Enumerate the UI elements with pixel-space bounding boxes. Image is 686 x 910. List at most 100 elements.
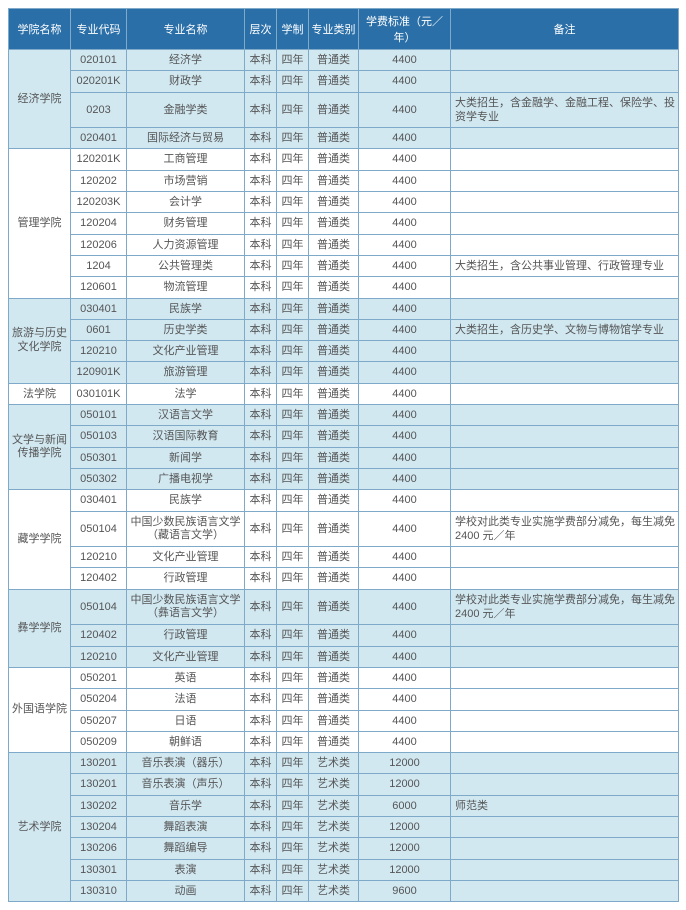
cell-remark [451,689,679,710]
cell-fee: 4400 [359,128,451,149]
cell-fee: 4400 [359,589,451,625]
cell-name: 旅游管理 [127,362,245,383]
cell-code: 120202 [71,170,127,191]
cell-level: 本科 [245,319,277,340]
table-row: 120206人力资源管理本科四年普通类4400 [9,234,679,255]
table-row: 130201音乐表演（声乐）本科四年艺术类12000 [9,774,679,795]
table-row: 120601物流管理本科四年普通类4400 [9,277,679,298]
cell-level: 本科 [245,234,277,255]
table-row: 120203K会计学本科四年普通类4400 [9,192,679,213]
cell-cat: 普通类 [309,625,359,646]
table-row: 120402行政管理本科四年普通类4400 [9,568,679,589]
col-cat: 专业类别 [309,9,359,50]
cell-cat: 普通类 [309,170,359,191]
cell-code: 120210 [71,341,127,362]
cell-remark: 师范类 [451,795,679,816]
cell-code: 030401 [71,298,127,319]
cell-remark [451,838,679,859]
cell-remark [451,547,679,568]
cell-code: 020401 [71,128,127,149]
cell-remark [451,149,679,170]
cell-code: 130201 [71,774,127,795]
cell-name: 法语 [127,689,245,710]
cell-level: 本科 [245,710,277,731]
cell-name: 舞蹈编导 [127,838,245,859]
cell-fee: 4400 [359,50,451,71]
cell-remark: 大类招生，含金融学、金融工程、保险学、投资学专业 [451,92,679,128]
cell-level: 本科 [245,341,277,362]
cell-dur: 四年 [277,838,309,859]
cell-dur: 四年 [277,589,309,625]
cell-remark: 大类招生，含公共事业管理、行政管理专业 [451,255,679,276]
cell-level: 本科 [245,92,277,128]
cell-fee: 4400 [359,710,451,731]
cell-remark [451,859,679,880]
cell-dur: 四年 [277,689,309,710]
cell-code: 050207 [71,710,127,731]
cell-level: 本科 [245,298,277,319]
cell-fee: 4400 [359,92,451,128]
cell-fee: 4400 [359,568,451,589]
cell-level: 本科 [245,149,277,170]
cell-fee: 12000 [359,816,451,837]
cell-dur: 四年 [277,490,309,511]
cell-cat: 普通类 [309,511,359,547]
cell-level: 本科 [245,568,277,589]
cell-code: 050201 [71,667,127,688]
cell-name: 英语 [127,667,245,688]
cell-remark [451,447,679,468]
cell-fee: 4400 [359,170,451,191]
cell-fee: 12000 [359,774,451,795]
cell-remark [451,192,679,213]
cell-dur: 四年 [277,816,309,837]
cell-fee: 4400 [359,213,451,234]
cell-dur: 四年 [277,568,309,589]
cell-code: 120203K [71,192,127,213]
table-body: 经济学院020101经济学本科四年普通类4400020201K财政学本科四年普通… [9,50,679,902]
cell-name: 经济学 [127,50,245,71]
cell-remark [451,277,679,298]
cell-code: 120206 [71,234,127,255]
cell-cat: 艺术类 [309,774,359,795]
cell-code: 050101 [71,405,127,426]
cell-level: 本科 [245,447,277,468]
cell-fee: 4400 [359,731,451,752]
cell-cat: 普通类 [309,426,359,447]
table-row: 130310动画本科四年艺术类9600 [9,880,679,901]
cell-level: 本科 [245,490,277,511]
cell-name: 人力资源管理 [127,234,245,255]
cell-dur: 四年 [277,255,309,276]
cell-level: 本科 [245,880,277,901]
cell-remark [451,753,679,774]
cell-cat: 普通类 [309,405,359,426]
cell-dur: 四年 [277,383,309,404]
cell-remark [451,774,679,795]
cell-name: 表演 [127,859,245,880]
cell-fee: 4400 [359,149,451,170]
cell-dur: 四年 [277,341,309,362]
cell-code: 0203 [71,92,127,128]
col-name: 专业名称 [127,9,245,50]
table-row: 050104中国少数民族语言文学（藏语言文学）本科四年普通类4400学校对此类专… [9,511,679,547]
table-header: 学院名称 专业代码 专业名称 层次 学制 专业类别 学费标准（元／年） 备注 [9,9,679,50]
cell-dur: 四年 [277,213,309,234]
cell-remark: 学校对此类专业实施学费部分减免，每生减免 2400 元／年 [451,589,679,625]
cell-code: 120901K [71,362,127,383]
cell-cat: 普通类 [309,490,359,511]
cell-name: 历史学类 [127,319,245,340]
cell-level: 本科 [245,468,277,489]
cell-level: 本科 [245,426,277,447]
cell-name: 舞蹈表演 [127,816,245,837]
table-row: 050302广播电视学本科四年普通类4400 [9,468,679,489]
cell-dur: 四年 [277,753,309,774]
cell-fee: 4400 [359,646,451,667]
cell-code: 020101 [71,50,127,71]
table-row: 120210文化产业管理本科四年普通类4400 [9,646,679,667]
table-row: 法学院030101K法学本科四年普通类4400 [9,383,679,404]
cell-name: 市场营销 [127,170,245,191]
cell-code: 130204 [71,816,127,837]
cell-name: 中国少数民族语言文学（藏语言文学） [127,511,245,547]
cell-cat: 普通类 [309,128,359,149]
cell-level: 本科 [245,128,277,149]
cell-fee: 9600 [359,880,451,901]
